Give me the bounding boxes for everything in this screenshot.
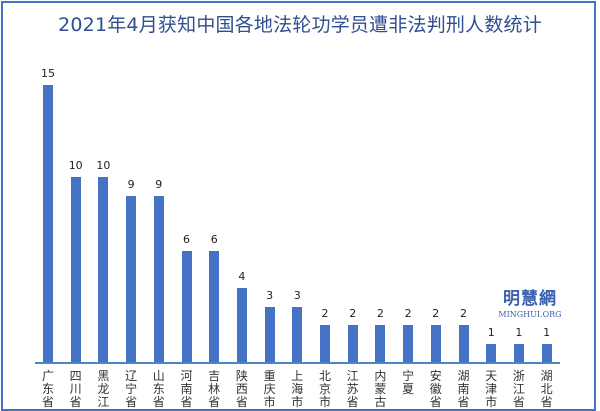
category-label: 宁夏 [402, 369, 415, 396]
bar [513, 343, 524, 362]
chart-title: 2021年4月获知中国各地法轮功学员遭非法判刑人数统计 [58, 14, 542, 36]
category-label: 山东省 [152, 369, 165, 409]
bar [375, 325, 386, 362]
bar [403, 325, 414, 362]
bar [153, 195, 164, 362]
category-label: 天津市 [485, 369, 498, 409]
bar-value-label: 15 [41, 67, 55, 80]
bar [236, 288, 247, 362]
logo-chinese-text: 明慧網 [503, 289, 557, 309]
category-label: 吉林省 [208, 369, 221, 409]
bar-value-label: 4 [238, 270, 246, 284]
category-label: 重庆市 [263, 369, 276, 409]
bar [292, 306, 303, 362]
category-label: 浙江省 [512, 369, 525, 409]
category-label: 河南省 [180, 369, 193, 409]
bar-value-label: 2 [432, 307, 440, 321]
category-label: 湖南省 [457, 369, 470, 409]
bar-value-label: 9 [127, 177, 135, 191]
bar-value-label: 10 [68, 159, 83, 173]
bar [458, 325, 469, 362]
bar-value-label: 10 [96, 159, 111, 173]
bar [98, 177, 109, 362]
bar-value-label: 6 [210, 233, 218, 247]
bar [430, 325, 441, 362]
category-label: 上海市 [291, 369, 304, 409]
bar-value-label: 2 [460, 307, 467, 321]
bar [264, 306, 275, 362]
bar-value-label: 2 [321, 307, 329, 321]
bar [70, 177, 81, 362]
bar-value-label: 6 [183, 233, 190, 247]
bar-value-label: 1 [487, 325, 495, 339]
bar-value-label: 1 [543, 325, 551, 339]
bar-value-label: 9 [155, 177, 163, 191]
category-label: 陕西省 [235, 369, 248, 409]
bar [126, 195, 137, 362]
category-label: 黑龙江 [97, 369, 110, 409]
bar [43, 85, 53, 362]
category-label: 四川省 [69, 369, 82, 409]
category-label: 辽宁省 [125, 369, 138, 409]
x-axis-line [35, 362, 560, 364]
category-label: 北京市 [318, 369, 331, 409]
bar-value-label: 3 [266, 288, 274, 302]
category-label: 广东省 [41, 369, 54, 409]
plot-area: 15 广东省 10 四川省 10 黑龙江 9 辽宁省 9 山东省 6 河南省 6 吉林省 4 陕西省 3 重庆市 3… [35, 67, 560, 409]
bar-value-label: 1 [515, 325, 523, 339]
minghui-logo: 明慧網 MINGHUI.ORG [490, 284, 570, 319]
logo-english-text: MINGHUI.ORG [498, 310, 562, 319]
category-label: 江苏省 [346, 369, 359, 409]
bar-value-label: 2 [376, 307, 384, 321]
category-label: 湖北省 [540, 369, 553, 409]
bar [541, 343, 552, 362]
bar [486, 343, 497, 362]
bar-value-label: 2 [404, 307, 412, 321]
bar [347, 325, 358, 362]
category-label: 内蒙古 [374, 369, 387, 409]
bar-value-label: 3 [293, 288, 301, 302]
category-label: 安徽省 [429, 369, 442, 409]
bar [320, 325, 330, 362]
bar-value-label: 2 [349, 307, 357, 321]
bar [209, 251, 220, 362]
bar [181, 251, 192, 362]
